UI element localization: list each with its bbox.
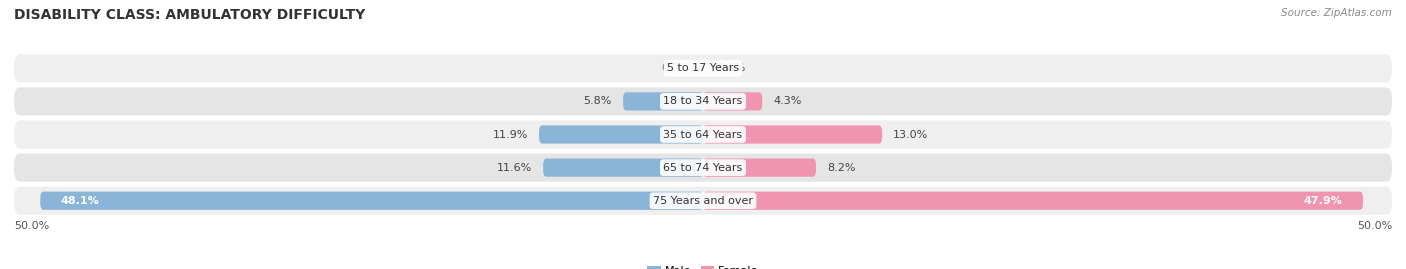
Text: 75 Years and over: 75 Years and over — [652, 196, 754, 206]
FancyBboxPatch shape — [538, 125, 703, 144]
Text: 50.0%: 50.0% — [14, 221, 49, 231]
FancyBboxPatch shape — [623, 92, 703, 111]
Text: 13.0%: 13.0% — [893, 129, 928, 140]
Text: 5.8%: 5.8% — [583, 96, 612, 107]
Text: 4.3%: 4.3% — [773, 96, 801, 107]
FancyBboxPatch shape — [14, 54, 1392, 82]
FancyBboxPatch shape — [14, 154, 1392, 182]
Text: Source: ZipAtlas.com: Source: ZipAtlas.com — [1281, 8, 1392, 18]
Text: 11.9%: 11.9% — [492, 129, 529, 140]
Text: 0.0%: 0.0% — [661, 63, 689, 73]
FancyBboxPatch shape — [14, 121, 1392, 148]
FancyBboxPatch shape — [14, 87, 1392, 115]
FancyBboxPatch shape — [543, 158, 703, 177]
FancyBboxPatch shape — [703, 192, 1362, 210]
Text: 0.0%: 0.0% — [717, 63, 745, 73]
Text: DISABILITY CLASS: AMBULATORY DIFFICULTY: DISABILITY CLASS: AMBULATORY DIFFICULTY — [14, 8, 366, 22]
FancyBboxPatch shape — [703, 158, 815, 177]
Text: 47.9%: 47.9% — [1303, 196, 1343, 206]
FancyBboxPatch shape — [41, 192, 703, 210]
Text: 48.1%: 48.1% — [60, 196, 100, 206]
Text: 11.6%: 11.6% — [496, 162, 531, 173]
Text: 65 to 74 Years: 65 to 74 Years — [664, 162, 742, 173]
Text: 5 to 17 Years: 5 to 17 Years — [666, 63, 740, 73]
Text: 18 to 34 Years: 18 to 34 Years — [664, 96, 742, 107]
Text: 8.2%: 8.2% — [827, 162, 855, 173]
Legend: Male, Female: Male, Female — [643, 261, 763, 269]
Text: 50.0%: 50.0% — [1357, 221, 1392, 231]
FancyBboxPatch shape — [703, 125, 882, 144]
FancyBboxPatch shape — [14, 187, 1392, 215]
Text: 35 to 64 Years: 35 to 64 Years — [664, 129, 742, 140]
FancyBboxPatch shape — [703, 92, 762, 111]
